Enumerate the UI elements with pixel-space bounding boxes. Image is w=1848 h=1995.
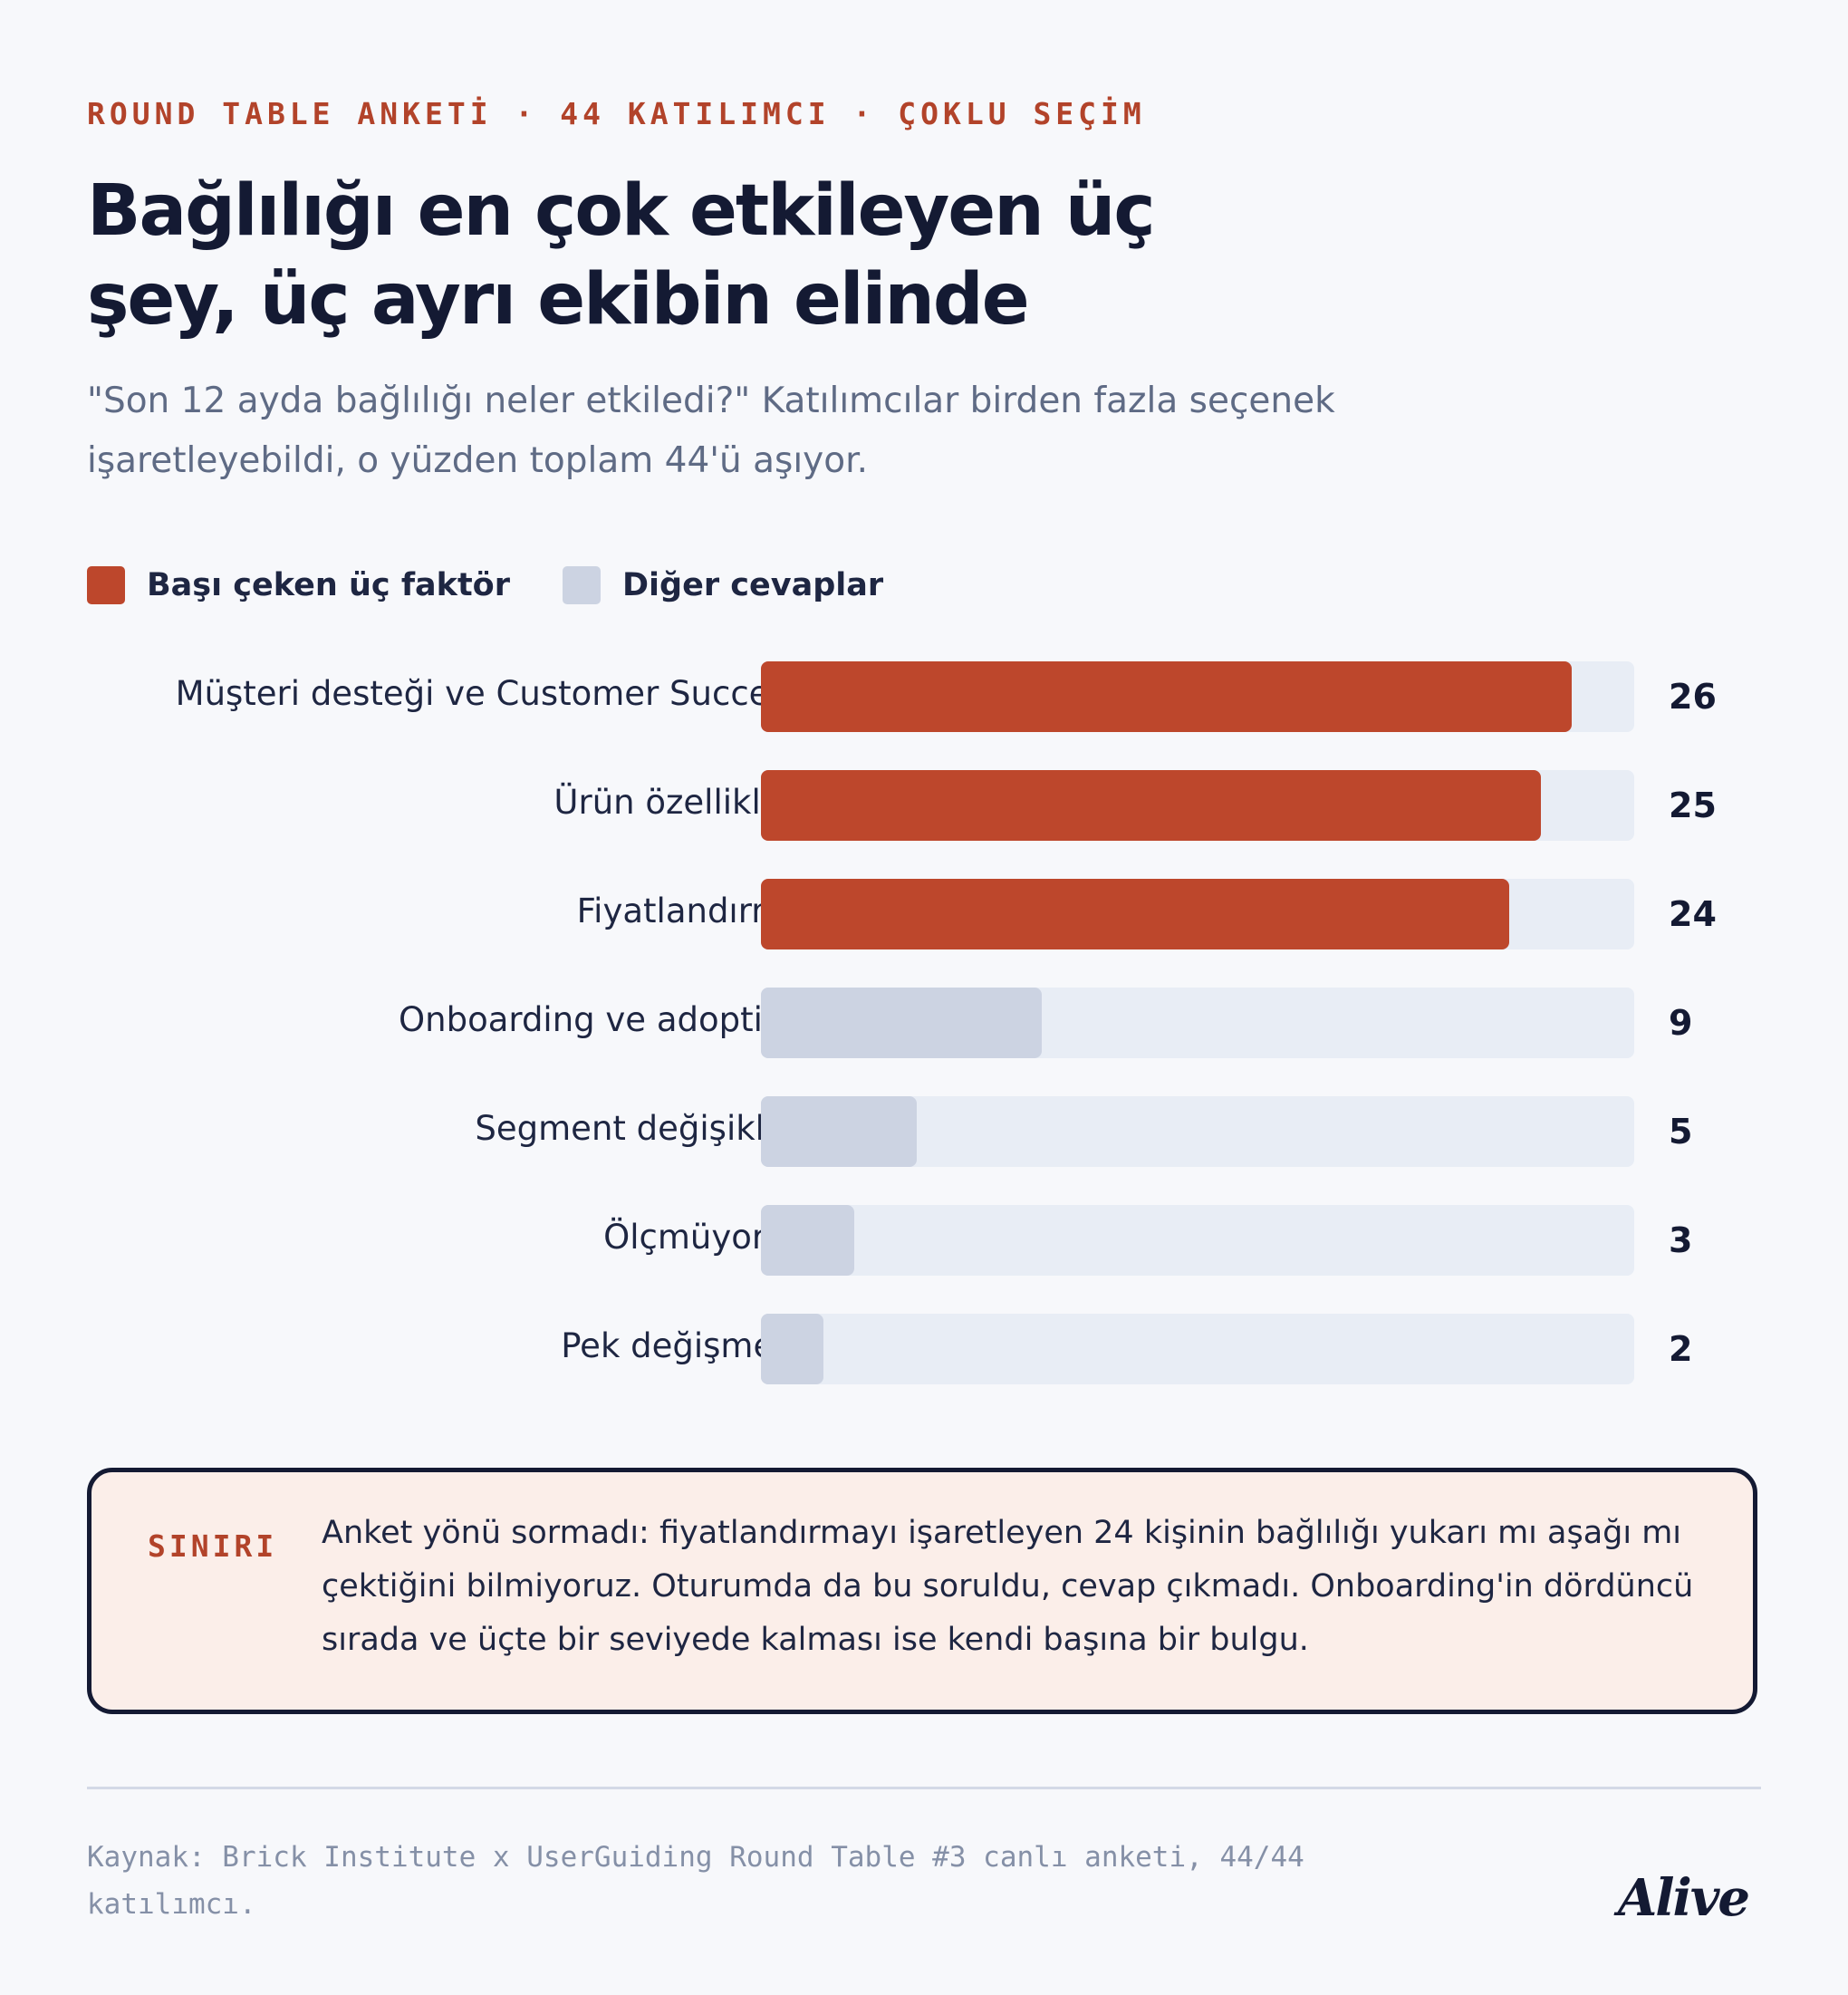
bar-row: Ölçmüyoruz 3 bbox=[87, 1205, 1761, 1276]
subtitle: "Son 12 ayda bağlılığı neler etkiledi?" … bbox=[87, 381, 1335, 481]
category-label: Onboarding ve adoption bbox=[399, 1000, 804, 1039]
legend-item-highlight: Başı çeken üç faktör bbox=[87, 566, 510, 604]
note-text: Anket yönü sormadı: fiyatlandırmayı işar… bbox=[322, 1515, 1694, 1658]
kicker: ROUND TABLE ANKETİ · 44 KATILIMCI · ÇOKL… bbox=[87, 96, 1146, 131]
bar-row: Onboarding ve adoption 9 bbox=[87, 988, 1761, 1058]
bar bbox=[761, 1096, 917, 1167]
bar-row: Fiyatlandırma 24 bbox=[87, 879, 1761, 949]
alive-logo: Alive bbox=[1617, 1868, 1750, 1928]
note-tag: SINIRI bbox=[148, 1528, 278, 1564]
limitation-note: SINIRI Anket yönü sormadı: fiyatlandırma… bbox=[87, 1468, 1757, 1714]
legend: Başı çeken üç faktör Diğer cevaplar bbox=[87, 565, 936, 605]
legend-swatch-highlight bbox=[87, 566, 125, 604]
category-label: Müşteri desteği ve Customer Success bbox=[175, 674, 804, 713]
bar-track bbox=[761, 988, 1634, 1058]
value-label: 24 bbox=[1669, 894, 1717, 934]
legend-label-highlight: Başı çeken üç faktör bbox=[147, 567, 510, 603]
bar bbox=[761, 770, 1541, 841]
bar bbox=[761, 879, 1509, 949]
bar-row: Ürün özellikleri 25 bbox=[87, 770, 1761, 841]
value-label: 5 bbox=[1669, 1112, 1693, 1152]
bar bbox=[761, 1205, 854, 1276]
value-label: 2 bbox=[1669, 1329, 1693, 1369]
footer-divider bbox=[87, 1787, 1761, 1789]
source-text: Kaynak: Brick Institute x UserGuiding Ro… bbox=[87, 1841, 1304, 1921]
bar-track bbox=[761, 1205, 1634, 1276]
legend-label-other: Diğer cevaplar bbox=[621, 567, 884, 603]
value-label: 26 bbox=[1669, 677, 1717, 717]
bar bbox=[761, 1314, 823, 1384]
bar bbox=[761, 988, 1042, 1058]
category-label: Segment değişikliği bbox=[475, 1109, 804, 1148]
bar bbox=[761, 661, 1572, 732]
page: ROUND TABLE ANKETİ · 44 KATILIMCI · ÇOKL… bbox=[87, 0, 1761, 1995]
bar-track bbox=[761, 770, 1634, 841]
bar-row: Segment değişikliği 5 bbox=[87, 1096, 1761, 1167]
legend-item-other: Diğer cevaplar bbox=[562, 566, 884, 604]
value-label: 3 bbox=[1669, 1220, 1693, 1260]
bar-track bbox=[761, 1096, 1634, 1167]
page-title: Bağlılığı en çok etkileyen üç şey, üç ay… bbox=[87, 170, 1156, 341]
value-label: 9 bbox=[1669, 1003, 1693, 1043]
bar-track bbox=[761, 1314, 1634, 1384]
bar-track bbox=[761, 661, 1634, 732]
bar-track bbox=[761, 879, 1634, 949]
value-label: 25 bbox=[1669, 785, 1717, 825]
bar-chart: Müşteri desteği ve Customer Success 26 Ürü… bbox=[87, 661, 1761, 1386]
bar-row: Müşteri desteği ve Customer Success 26 bbox=[87, 661, 1761, 732]
legend-swatch-other bbox=[562, 566, 601, 604]
bar-row: Pek değişmedi 2 bbox=[87, 1314, 1761, 1384]
